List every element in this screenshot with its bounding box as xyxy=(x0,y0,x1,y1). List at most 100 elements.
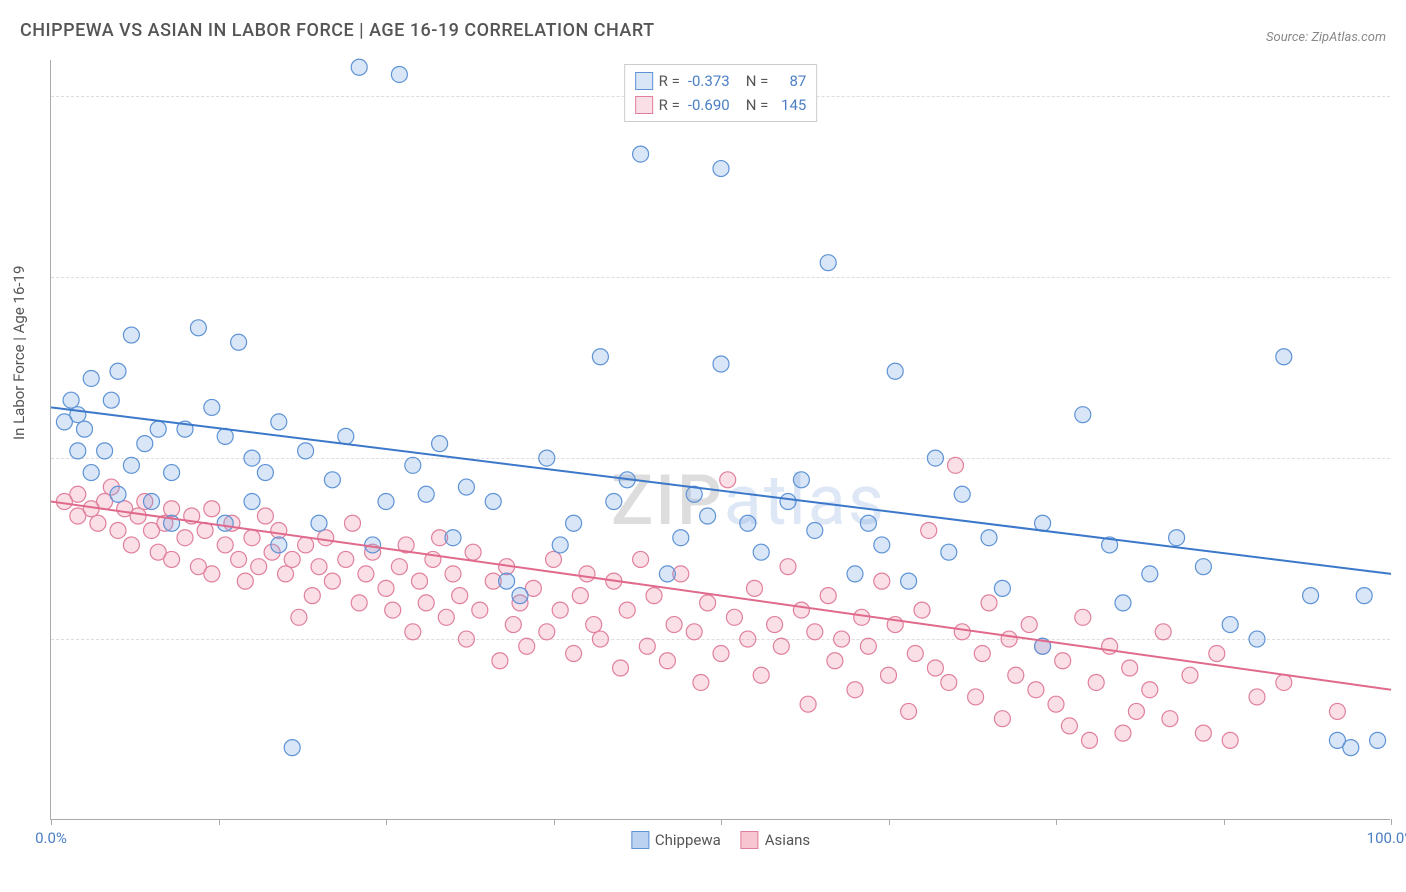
data-point xyxy=(948,457,964,473)
data-point xyxy=(1343,740,1359,756)
data-point xyxy=(110,486,126,502)
data-point xyxy=(492,653,508,669)
data-point xyxy=(271,522,287,538)
data-point xyxy=(827,653,843,669)
legend-r-label: R = xyxy=(659,72,680,90)
data-point xyxy=(1169,530,1185,546)
data-point xyxy=(1195,559,1211,575)
data-point xyxy=(1222,732,1238,748)
data-point xyxy=(231,334,247,350)
data-point xyxy=(284,551,300,567)
data-point xyxy=(378,494,394,510)
data-point xyxy=(445,566,461,582)
data-point xyxy=(237,573,253,589)
data-point xyxy=(740,515,756,531)
data-point xyxy=(103,392,119,408)
data-point xyxy=(298,537,314,553)
data-point xyxy=(753,544,769,560)
legend-n-label: N = xyxy=(746,96,769,114)
legend-n-value-asians: 145 xyxy=(776,96,806,114)
trend-line xyxy=(51,407,1391,573)
data-point xyxy=(807,624,823,640)
data-point xyxy=(639,638,655,654)
data-point xyxy=(773,638,789,654)
data-point xyxy=(793,602,809,618)
y-tick-label: 75.0% xyxy=(1400,268,1406,286)
data-point xyxy=(881,667,897,683)
data-point xyxy=(271,537,287,553)
data-point xyxy=(1155,624,1171,640)
data-point xyxy=(847,566,863,582)
data-point xyxy=(1021,617,1037,633)
data-point xyxy=(566,515,582,531)
data-point xyxy=(546,551,562,567)
chart-title: CHIPPEWA VS ASIAN IN LABOR FORCE | AGE 1… xyxy=(20,20,655,41)
data-point xyxy=(820,255,836,271)
data-point xyxy=(1370,732,1386,748)
data-point xyxy=(646,588,662,604)
legend-n-label: N = xyxy=(746,72,769,90)
legend-item-chippewa: Chippewa xyxy=(631,831,721,849)
data-point xyxy=(659,566,675,582)
data-point xyxy=(164,465,180,481)
data-point xyxy=(110,522,126,538)
data-point xyxy=(298,443,314,459)
legend-item-asians: Asians xyxy=(741,831,810,849)
data-point xyxy=(70,486,86,502)
data-point xyxy=(244,530,260,546)
data-point xyxy=(83,370,99,386)
y-tick-label: 25.0% xyxy=(1400,630,1406,648)
data-point xyxy=(793,472,809,488)
data-point xyxy=(217,537,233,553)
data-point xyxy=(1209,646,1225,662)
data-point xyxy=(164,551,180,567)
data-point xyxy=(834,631,850,647)
x-tick-label: 100.0% xyxy=(1367,829,1406,847)
data-point xyxy=(686,624,702,640)
data-point xyxy=(914,602,930,618)
data-point xyxy=(954,624,970,640)
data-point xyxy=(941,544,957,560)
data-point xyxy=(257,508,273,524)
data-point xyxy=(539,624,555,640)
data-point xyxy=(465,544,481,560)
data-point xyxy=(1048,696,1064,712)
data-point xyxy=(1115,725,1131,741)
data-point xyxy=(1195,725,1211,741)
data-point xyxy=(452,588,468,604)
data-point xyxy=(324,472,340,488)
data-point xyxy=(1008,667,1024,683)
legend-swatch-asians xyxy=(741,831,759,849)
data-point xyxy=(244,494,260,510)
data-point xyxy=(1142,682,1158,698)
data-point xyxy=(860,638,876,654)
data-point xyxy=(1249,631,1265,647)
data-point xyxy=(499,573,515,589)
data-point xyxy=(284,740,300,756)
data-point xyxy=(1356,588,1372,604)
data-point xyxy=(318,530,334,546)
data-point xyxy=(418,486,434,502)
data-point xyxy=(981,595,997,611)
data-point xyxy=(351,595,367,611)
data-point xyxy=(860,515,876,531)
data-point xyxy=(1303,588,1319,604)
data-point xyxy=(566,646,582,662)
data-point xyxy=(130,508,146,524)
data-point xyxy=(123,537,139,553)
data-point xyxy=(887,363,903,379)
data-point xyxy=(740,631,756,647)
data-point xyxy=(519,638,535,654)
data-point xyxy=(63,392,79,408)
legend-swatch-chippewa xyxy=(635,72,653,90)
data-point xyxy=(713,161,729,177)
data-point xyxy=(345,515,361,531)
y-tick-label: 50.0% xyxy=(1400,449,1406,467)
data-point xyxy=(123,457,139,473)
data-point xyxy=(1329,703,1345,719)
y-axis-label: In Labor Force | Age 16-19 xyxy=(10,266,28,440)
data-point xyxy=(927,450,943,466)
data-point xyxy=(800,696,816,712)
data-point xyxy=(994,580,1010,596)
data-point xyxy=(338,428,354,444)
